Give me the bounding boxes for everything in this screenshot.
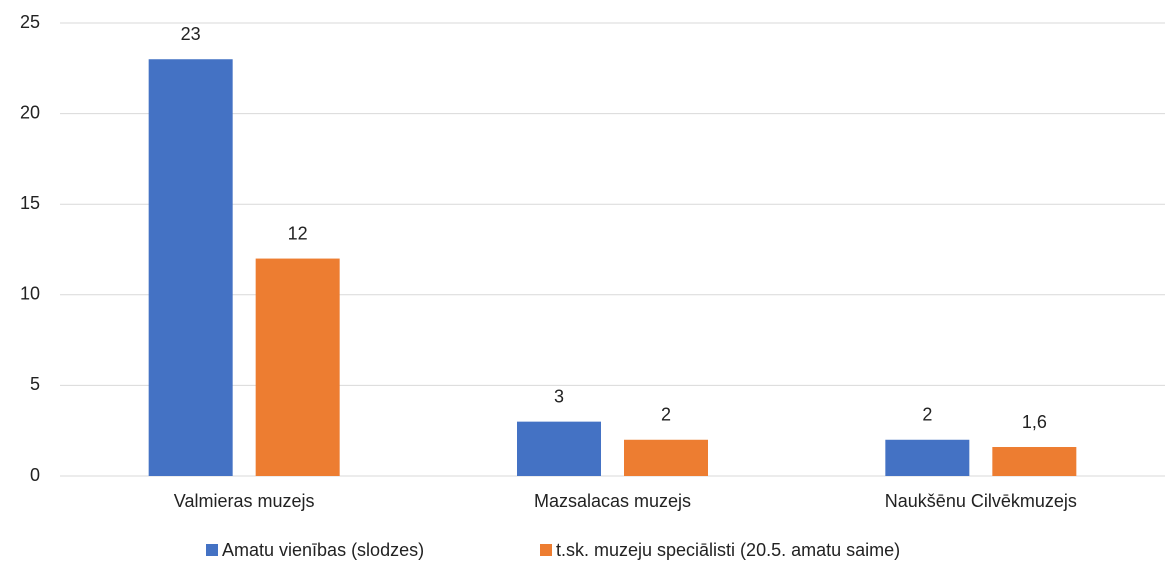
y-tick-label: 5 — [30, 374, 40, 394]
legend-swatch — [540, 544, 552, 556]
data-label: 2 — [661, 405, 671, 425]
data-label: 2 — [922, 405, 932, 425]
y-tick-label: 0 — [30, 465, 40, 485]
x-tick-label: Valmieras muzejs — [174, 491, 315, 511]
legend-swatch — [206, 544, 218, 556]
y-tick-label: 20 — [20, 102, 40, 122]
bar — [624, 439, 708, 476]
bar — [255, 258, 340, 476]
data-label: 23 — [181, 24, 201, 44]
y-tick-label: 25 — [20, 12, 40, 32]
y-tick-label: 15 — [20, 193, 40, 213]
legend-label: Amatu vienības (slodzes) — [222, 540, 424, 560]
bar — [148, 59, 233, 477]
y-tick-label: 10 — [20, 284, 40, 304]
bar — [517, 421, 601, 476]
data-label: 3 — [554, 386, 564, 406]
legend-label: t.sk. muzeju speciālisti (20.5. amatu sa… — [556, 540, 900, 560]
x-tick-label: Naukšēnu Cilvēkmuzejs — [885, 491, 1077, 511]
bar — [885, 439, 970, 476]
data-label: 1,6 — [1022, 412, 1047, 432]
x-tick-label: Mazsalacas muzejs — [534, 491, 691, 511]
bar — [992, 447, 1077, 476]
data-label: 12 — [288, 223, 308, 243]
